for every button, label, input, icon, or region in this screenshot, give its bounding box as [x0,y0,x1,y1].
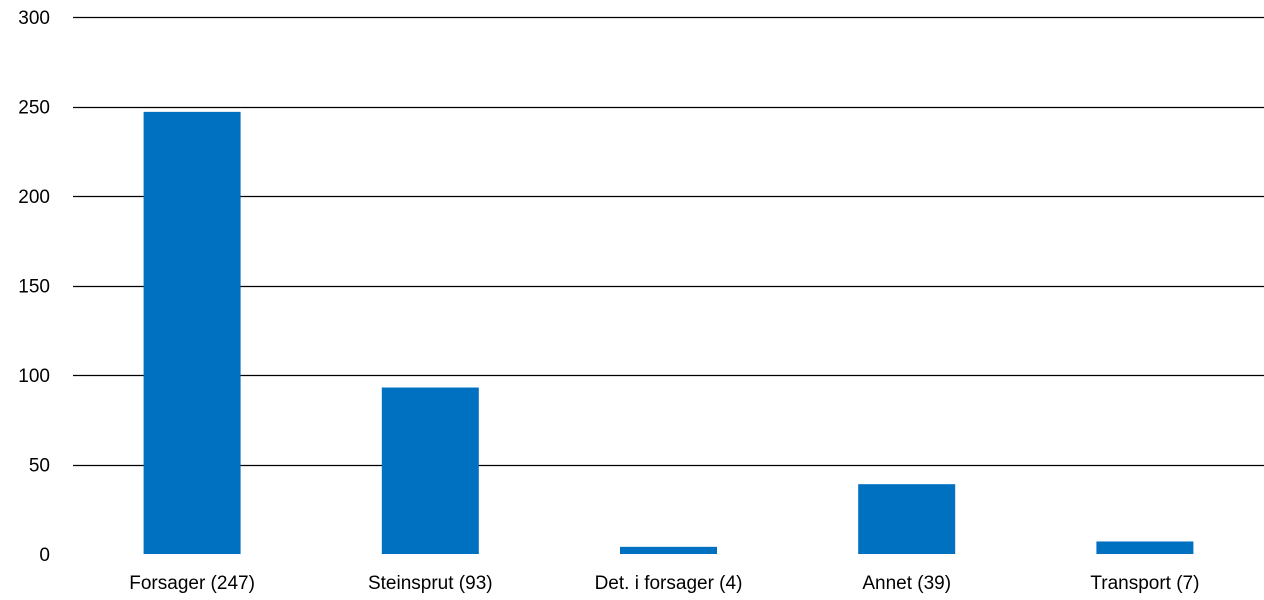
x-axis-labels: Forsager (247) Steinsprut (93) Det. i fors… [129,573,1199,594]
x-category-label: Forsager (247) [129,573,255,594]
y-tick-label: 150 [18,277,50,298]
bar [858,484,956,554]
bar [1096,541,1194,554]
bar [381,387,479,554]
y-tick-label: 250 [18,98,50,119]
x-category-label: Annet (39) [862,573,951,594]
x-category-label: Det. i forsager (4) [595,573,743,594]
y-tick-label: 100 [18,366,50,387]
y-tick-label: 300 [18,8,50,29]
bar [143,111,241,555]
y-axis-ticks: 0 50 100 150 200 250 300 [18,8,50,566]
bar [620,546,717,554]
x-category-label: Steinsprut (93) [368,573,493,594]
y-tick-label: 50 [29,456,50,477]
gridlines [73,16,1264,467]
y-tick-label: 0 [39,545,50,566]
x-category-label: Transport (7) [1090,573,1199,594]
bars [143,111,1194,555]
y-tick-label: 200 [18,187,50,208]
